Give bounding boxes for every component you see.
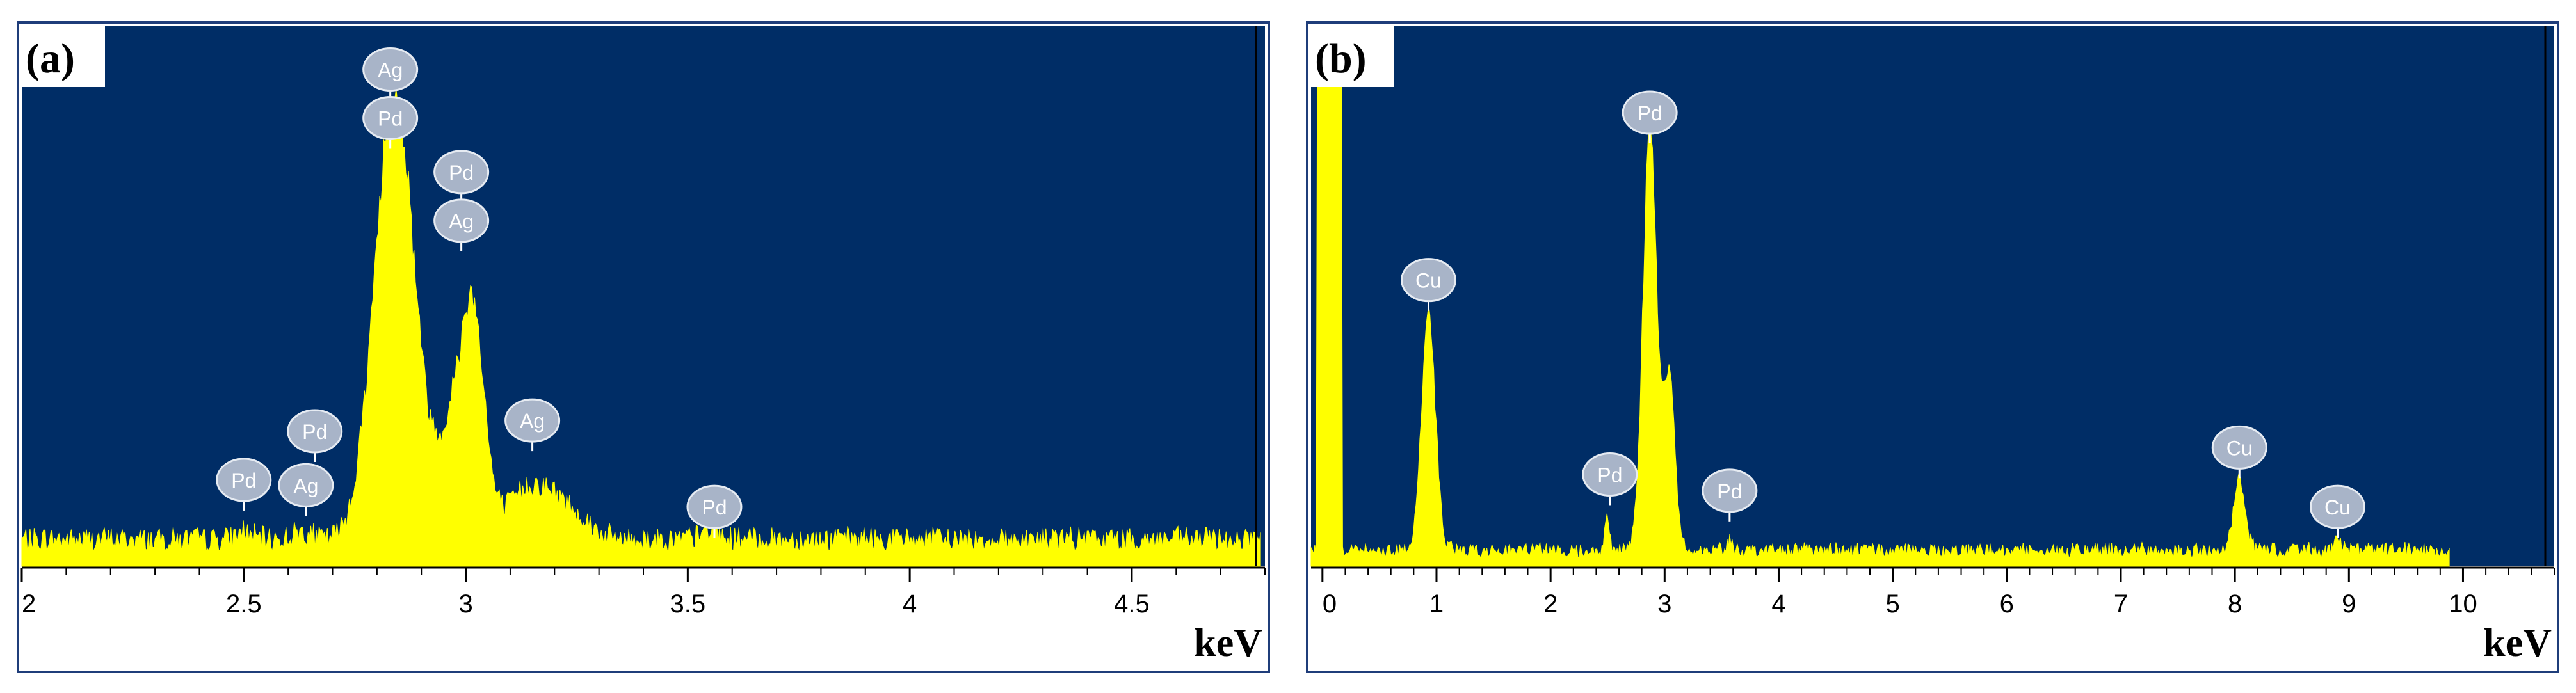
peak-marker-badge-a (362, 47, 419, 92)
x-tick-label-b: 6 (2000, 590, 2014, 618)
peak-marker-badge-b (1622, 90, 1678, 135)
x-tick-label-a: 2.5 (226, 590, 262, 618)
x-tick-label-a: 3.5 (670, 590, 706, 618)
peak-marker-label-b: Pd (1597, 464, 1622, 487)
x-tick-label-a: 3 (458, 590, 472, 618)
eds-spectrum-chart-a: 2 2.5 3 3.5 4 4.5 Ag Pd Pd Ag Pd Pd Ag Ag Pd (a) keV (17, 21, 1270, 673)
panel-a-label: (a) (26, 35, 75, 82)
peak-marker-label-a: Pd (302, 420, 327, 443)
peak-marker-badge-a (433, 150, 490, 195)
plot-background-b (1311, 26, 2554, 566)
x-tick-label-b: 8 (2228, 590, 2242, 618)
x-tick-label-b: 3 (1657, 590, 1671, 618)
spectrum-area-b (1310, 26, 2450, 567)
peak-marker-badge-b (2211, 425, 2267, 470)
x-tick-label-b: 2 (1543, 590, 1558, 618)
peak-marker-badge-a (504, 398, 561, 443)
peak-marker-badge-a (287, 409, 343, 454)
spectrum-area-a (21, 88, 1261, 567)
peak-marker-badge-b (1401, 258, 1457, 303)
panel-b: 0 1 2 3 4 5 6 7 8 9 10 Cu Pd Pd Pd Cu Cu (b) keV (1306, 21, 2559, 673)
peak-marker-label-b: Cu (2324, 496, 2351, 519)
peak-marker-label-b: Pd (1717, 480, 1742, 503)
panel-b-label: (b) (1315, 35, 1367, 82)
peak-marker-label-a: Pd (231, 469, 256, 492)
x-tick-label-b: 10 (2449, 590, 2477, 618)
peak-marker-label-a: Ag (449, 210, 474, 233)
panel-b-label-bg (1311, 26, 1394, 87)
x-tick-label-b: 9 (2342, 590, 2356, 618)
eds-spectrum-chart-b: 0 1 2 3 4 5 6 7 8 9 10 Cu Pd Pd Pd Cu Cu (b) keV (1306, 21, 2559, 673)
peak-marker-label-a: Pd (378, 107, 403, 130)
peak-marker-badge-a (686, 484, 743, 529)
x-tick-label-b: 5 (1886, 590, 1900, 618)
panel-a-label-bg (22, 26, 105, 87)
peak-marker-label-b: Cu (2226, 436, 2253, 459)
x-tick-label-b: 0 (1323, 590, 1337, 618)
peak-marker-badge-b (1702, 468, 1758, 513)
peak-marker-badge-a (433, 198, 490, 243)
x-axis-unit-label-b: keV (2483, 621, 2552, 665)
peak-marker-badge-b (1582, 452, 1638, 497)
peak-marker-label-a: Ag (520, 410, 545, 433)
x-tick-label-b: 1 (1429, 590, 1444, 618)
panel-a: 2 2.5 3 3.5 4 4.5 Ag Pd Pd Ag Pd Pd Ag Ag Pd (a) keV (17, 21, 1270, 673)
peak-marker-label-a: Ag (378, 59, 403, 82)
peak-marker-label-b: Pd (1638, 102, 1662, 125)
peak-marker-label-b: Cu (1415, 269, 1442, 292)
peak-marker-badge-a (216, 458, 272, 502)
x-tick-label-b: 4 (1771, 590, 1785, 618)
peak-marker-badge-a (278, 463, 334, 507)
peak-marker-label-a: Pd (449, 161, 474, 184)
peak-marker-label-a: Pd (702, 496, 727, 519)
x-tick-label-b: 7 (2114, 590, 2128, 618)
x-axis-unit-label-a: keV (1194, 621, 1262, 665)
peak-marker-badge-b (2309, 484, 2365, 529)
x-tick-label-a: 2 (22, 590, 36, 618)
x-tick-label-a: 4 (903, 590, 917, 618)
peak-marker-badge-a (362, 95, 419, 140)
plot-background-a (22, 26, 1265, 566)
x-tick-label-a: 4.5 (1114, 590, 1150, 618)
peak-marker-label-a: Ag (293, 474, 318, 497)
